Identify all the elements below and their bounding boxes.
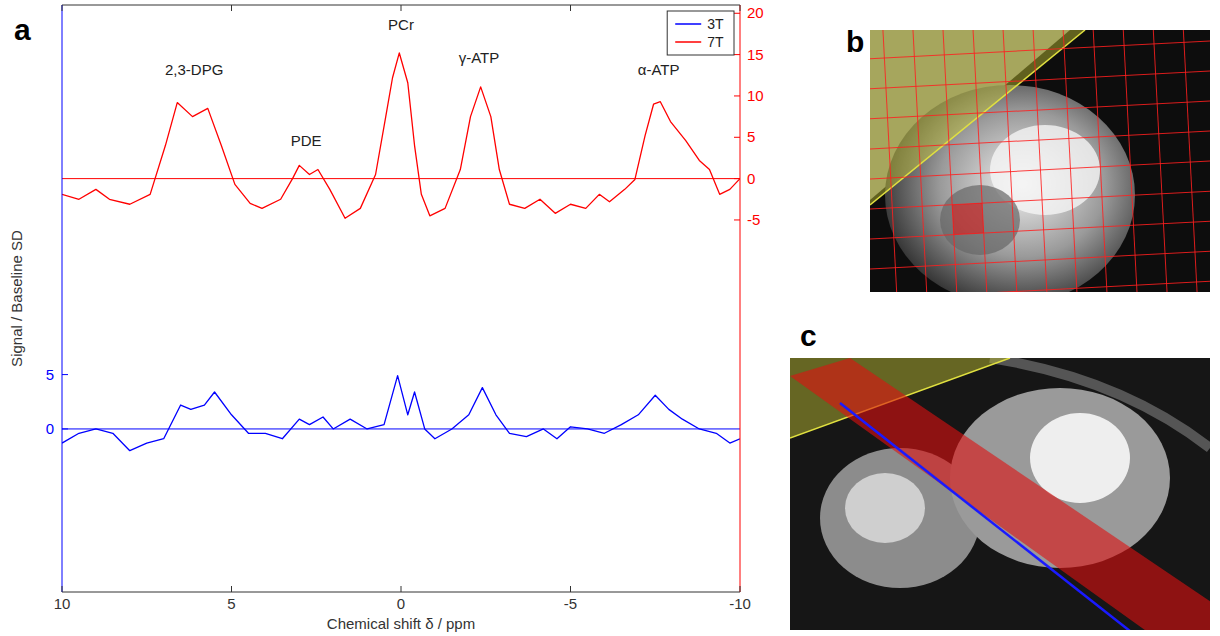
- plot-area: [62, 5, 740, 592]
- y2-tick: [734, 13, 740, 14]
- legend-swatch: [675, 23, 701, 25]
- legend-box: [667, 11, 734, 55]
- y2-tick: [734, 137, 740, 138]
- spectrum-line: [62, 376, 740, 451]
- mri-image-b: [870, 30, 1210, 292]
- peak-label: PCr: [388, 16, 414, 33]
- y2-tick-label: 0: [747, 170, 755, 187]
- blood-pool: [1030, 413, 1130, 503]
- grid-line: [870, 30, 1210, 31]
- x-tick: [62, 586, 63, 592]
- y2-tick-label: 5: [747, 128, 755, 145]
- x-tick-label: 0: [397, 595, 405, 612]
- grid-line: [1091, 30, 1109, 292]
- zero-line: [62, 428, 740, 429]
- spectrum-line: [62, 53, 740, 218]
- grid-line: [870, 279, 1210, 292]
- grid-line: [1061, 30, 1079, 292]
- y2-tick: [734, 178, 740, 179]
- y2-tick: [734, 54, 740, 55]
- grid-line: [1151, 30, 1169, 292]
- y2-axis-line: [740, 5, 741, 592]
- chest-wall: [990, 358, 1210, 448]
- x-tick-top: [740, 5, 741, 11]
- panel-label: a: [14, 13, 31, 46]
- panel-label: b: [846, 25, 864, 58]
- x-tick-top: [62, 5, 63, 11]
- slice-line: [840, 403, 1135, 630]
- grid-line: [1001, 30, 1019, 292]
- legend-label: 7T: [707, 34, 724, 50]
- grid-line: [870, 219, 1210, 241]
- x-axis-title: Chemical shift δ / ppm: [327, 615, 475, 632]
- y2-tick-label: 20: [747, 4, 764, 21]
- grid-line: [870, 39, 1210, 61]
- y-axis-line: [62, 5, 63, 592]
- grid-line: [1121, 30, 1139, 292]
- x-tick-label: 10: [54, 595, 71, 612]
- grid-line: [870, 189, 1210, 211]
- x-tick-top: [570, 5, 571, 11]
- mri-image-c: [790, 358, 1210, 630]
- plot-marks: [62, 53, 740, 451]
- y2-tick: [734, 219, 740, 220]
- legend: 3T7T: [667, 11, 734, 55]
- y-tick: [62, 374, 68, 375]
- grid-line: [1031, 30, 1049, 292]
- grid-line: [870, 69, 1210, 91]
- x-tick-top: [401, 5, 402, 11]
- x-tick: [570, 586, 571, 592]
- x-tick-label: 5: [227, 595, 235, 612]
- legend-swatch: [675, 41, 701, 43]
- x-tick-label: -5: [564, 595, 577, 612]
- grid-line: [911, 30, 929, 292]
- peak-label: 2,3-DPG: [165, 61, 223, 78]
- grid-line: [870, 159, 1210, 181]
- x-tick-label: -10: [729, 595, 751, 612]
- y-axis-title: Signal / Baseline SD: [8, 230, 25, 367]
- peak-label: α-ATP: [638, 61, 680, 78]
- y-tick: [62, 428, 68, 429]
- y-tick-label: 0: [46, 420, 54, 437]
- y2-tick-label: 15: [747, 46, 764, 63]
- x-tick: [401, 586, 402, 592]
- grid-line: [870, 99, 1210, 121]
- peak-label: γ-ATP: [459, 49, 500, 66]
- blood-pool: [845, 473, 925, 543]
- grid-line: [870, 249, 1210, 271]
- grid-line: [870, 129, 1210, 151]
- grid-line: [881, 30, 899, 292]
- panel-label: c: [800, 319, 817, 352]
- csi-grid: [870, 30, 1210, 292]
- y2-tick: [734, 95, 740, 96]
- x-tick: [231, 586, 232, 592]
- grid-line: [971, 30, 989, 292]
- zero-line: [62, 178, 740, 179]
- selected-voxel: [952, 203, 984, 235]
- legend-label: 3T: [707, 16, 724, 32]
- y-tick-label: 5: [46, 366, 54, 383]
- x-tick-top: [231, 5, 232, 11]
- grid-line: [941, 30, 959, 292]
- y2-tick-label: 10: [747, 87, 764, 104]
- x-tick: [740, 586, 741, 592]
- csi-slab: [790, 358, 1210, 630]
- peak-label: PDE: [291, 132, 322, 149]
- figure: 10 5 0 -5 -10 Chemical shift δ / ppm 0 5 Signal …: [0, 0, 1220, 636]
- y2-tick-label: -5: [747, 211, 760, 228]
